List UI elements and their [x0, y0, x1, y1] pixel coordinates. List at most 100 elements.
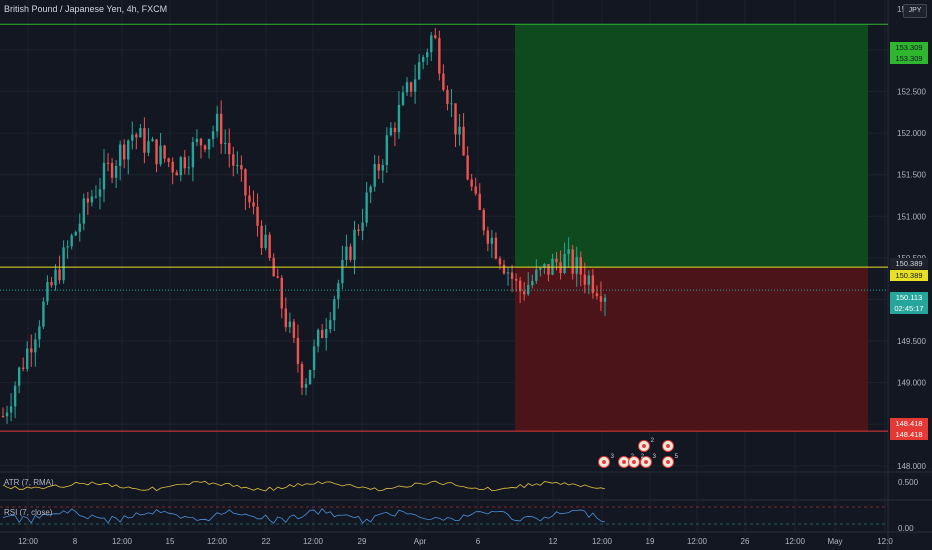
candle-body [535, 269, 538, 281]
candle-body [478, 193, 481, 210]
candle-body [123, 144, 126, 160]
time-tick: Apr [414, 537, 427, 546]
time-tick: 12:00 [785, 537, 806, 546]
candle-body [34, 339, 37, 353]
event-marker[interactable]: 3 [598, 454, 614, 468]
time-tick: 22 [262, 537, 271, 546]
currency-badge[interactable]: JPY [903, 4, 927, 18]
candle-body [518, 280, 522, 292]
candle-body [603, 297, 607, 302]
atr-label: ATR (7, RMA) [4, 478, 54, 487]
candle-body [369, 186, 372, 193]
candle-body [38, 326, 41, 340]
rsi-tick: 0.00 [898, 524, 914, 533]
candle-body [280, 277, 283, 309]
candle-body [587, 275, 591, 285]
candle-body [264, 234, 267, 248]
candle-body [498, 258, 502, 265]
candle-body [66, 246, 69, 248]
price-tick: 152.000 [897, 129, 926, 138]
candle-body [175, 172, 178, 176]
candle-body [559, 262, 562, 274]
candle-body [191, 142, 195, 168]
candle-body [22, 367, 25, 369]
candle-body [211, 131, 215, 140]
candle-body [522, 291, 526, 295]
time-tick: 12:00 [592, 537, 613, 546]
price-tick: 149.500 [897, 337, 926, 346]
candle-body [179, 157, 182, 176]
candle-body [90, 196, 94, 203]
candle-body [30, 348, 33, 353]
candle-body [486, 230, 490, 244]
candle-body [292, 321, 296, 338]
time-tick: 8 [73, 537, 78, 546]
tp-price-tag-2: 153.309 [890, 53, 928, 64]
candle-body [361, 222, 364, 231]
candle-body [256, 206, 259, 226]
candle-body [296, 337, 300, 364]
stop-zone [515, 267, 868, 432]
event-marker[interactable] [662, 440, 674, 452]
candle-body [462, 126, 465, 156]
candle-body [329, 320, 332, 330]
candle-body [494, 237, 498, 259]
candle-body [207, 139, 211, 150]
time-tick: 29 [358, 537, 367, 546]
time-tick: 19 [646, 537, 655, 546]
candle-body [288, 321, 292, 328]
candle-body [17, 367, 21, 386]
candle-body [401, 92, 405, 105]
candle-body [171, 161, 174, 173]
candle-body [151, 139, 154, 142]
time-tick: 12 [549, 537, 558, 546]
event-marker[interactable]: 2 [628, 454, 644, 468]
candle-body [502, 264, 506, 274]
entry-price-tag-2: 150.389 [890, 270, 928, 281]
candle-body [337, 283, 340, 300]
event-marker[interactable]: 2 [638, 438, 654, 452]
candle-body [42, 301, 45, 327]
candle-body [102, 162, 106, 190]
candle-body [5, 412, 9, 417]
candle-body [595, 293, 599, 297]
candle-body [260, 225, 263, 248]
candle-body [70, 235, 73, 247]
candle-body [118, 144, 122, 166]
candle-body [599, 296, 603, 302]
candle-body [450, 103, 453, 105]
candle-body [232, 154, 235, 166]
candle-body [470, 179, 473, 187]
candle-body [147, 141, 150, 153]
candle-body [13, 385, 17, 407]
rsi-line [2, 507, 606, 524]
candle-body [308, 370, 312, 385]
candle-body [203, 145, 207, 150]
candle-body [474, 186, 477, 194]
candle-body [349, 246, 352, 260]
candle-body [135, 134, 138, 138]
candle-body [224, 142, 227, 144]
candle-body [393, 127, 397, 133]
price-tick: 152.500 [897, 88, 926, 97]
candle-body [312, 346, 316, 371]
candle-body [187, 167, 191, 169]
candle-body [591, 275, 595, 294]
candle-body [131, 134, 134, 141]
candle-body [244, 169, 247, 196]
candle-body [490, 237, 494, 244]
event-marker[interactable]: 3 [640, 454, 656, 468]
atr-tick: 0.500 [898, 478, 919, 487]
tp-price-tag: 153.309 [890, 42, 928, 53]
candle-body [421, 57, 425, 63]
chart-title: British Pound / Japanese Yen, 4h, FXCM [4, 4, 168, 14]
event-marker[interactable]: 5 [662, 454, 678, 468]
time-tick: 12:00 [18, 537, 39, 546]
candle-body [139, 128, 142, 138]
candle-body [446, 89, 449, 104]
candle-body [1, 415, 5, 417]
time-tick: 12:0 [877, 537, 893, 546]
candle-body [183, 157, 187, 169]
price-tick: 151.000 [897, 212, 926, 221]
